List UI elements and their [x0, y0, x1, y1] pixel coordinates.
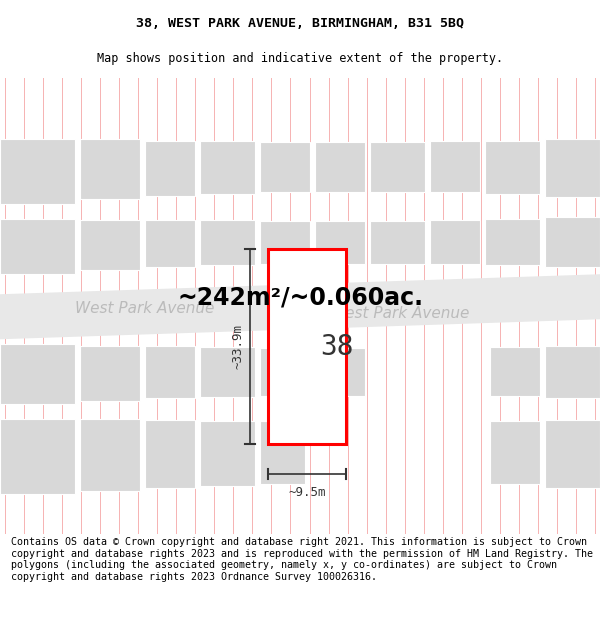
Bar: [200, 141, 255, 194]
Bar: [430, 220, 480, 264]
Text: ~33.9m: ~33.9m: [232, 324, 245, 369]
Bar: [0, 139, 75, 204]
Bar: [145, 346, 195, 398]
Bar: [485, 219, 540, 265]
Bar: [80, 419, 140, 491]
Bar: [260, 221, 310, 264]
Text: 38, WEST PARK AVENUE, BIRMINGHAM, B31 5BQ: 38, WEST PARK AVENUE, BIRMINGHAM, B31 5B…: [136, 17, 464, 30]
Text: ~9.5m: ~9.5m: [288, 486, 326, 499]
Bar: [200, 421, 255, 486]
Bar: [80, 346, 140, 401]
Bar: [545, 139, 600, 198]
Bar: [490, 348, 540, 396]
Bar: [490, 421, 540, 484]
Bar: [545, 346, 600, 398]
Bar: [268, 249, 346, 444]
Bar: [200, 220, 255, 265]
Bar: [0, 219, 75, 274]
Bar: [145, 420, 195, 488]
Bar: [485, 141, 540, 194]
Text: West Park Avenue: West Park Avenue: [75, 301, 214, 316]
Bar: [430, 141, 480, 192]
Bar: [545, 217, 600, 268]
Bar: [0, 344, 75, 404]
Bar: [145, 141, 195, 196]
Bar: [260, 421, 305, 484]
Bar: [315, 142, 365, 192]
Text: 38: 38: [320, 332, 354, 361]
Bar: [260, 348, 305, 396]
Text: West Park Avenue: West Park Avenue: [330, 306, 469, 321]
Bar: [370, 142, 425, 192]
Bar: [320, 348, 365, 396]
Bar: [260, 142, 310, 192]
Text: ~242m²/~0.060ac.: ~242m²/~0.060ac.: [177, 285, 423, 309]
Bar: [0, 419, 75, 494]
Polygon shape: [0, 274, 600, 339]
Bar: [80, 220, 140, 270]
Bar: [370, 221, 425, 264]
Bar: [315, 221, 365, 264]
Bar: [200, 348, 255, 398]
Text: Contains OS data © Crown copyright and database right 2021. This information is : Contains OS data © Crown copyright and d…: [11, 537, 593, 582]
Bar: [545, 420, 600, 488]
Bar: [80, 139, 140, 199]
Bar: [145, 220, 195, 268]
Text: Map shows position and indicative extent of the property.: Map shows position and indicative extent…: [97, 52, 503, 65]
